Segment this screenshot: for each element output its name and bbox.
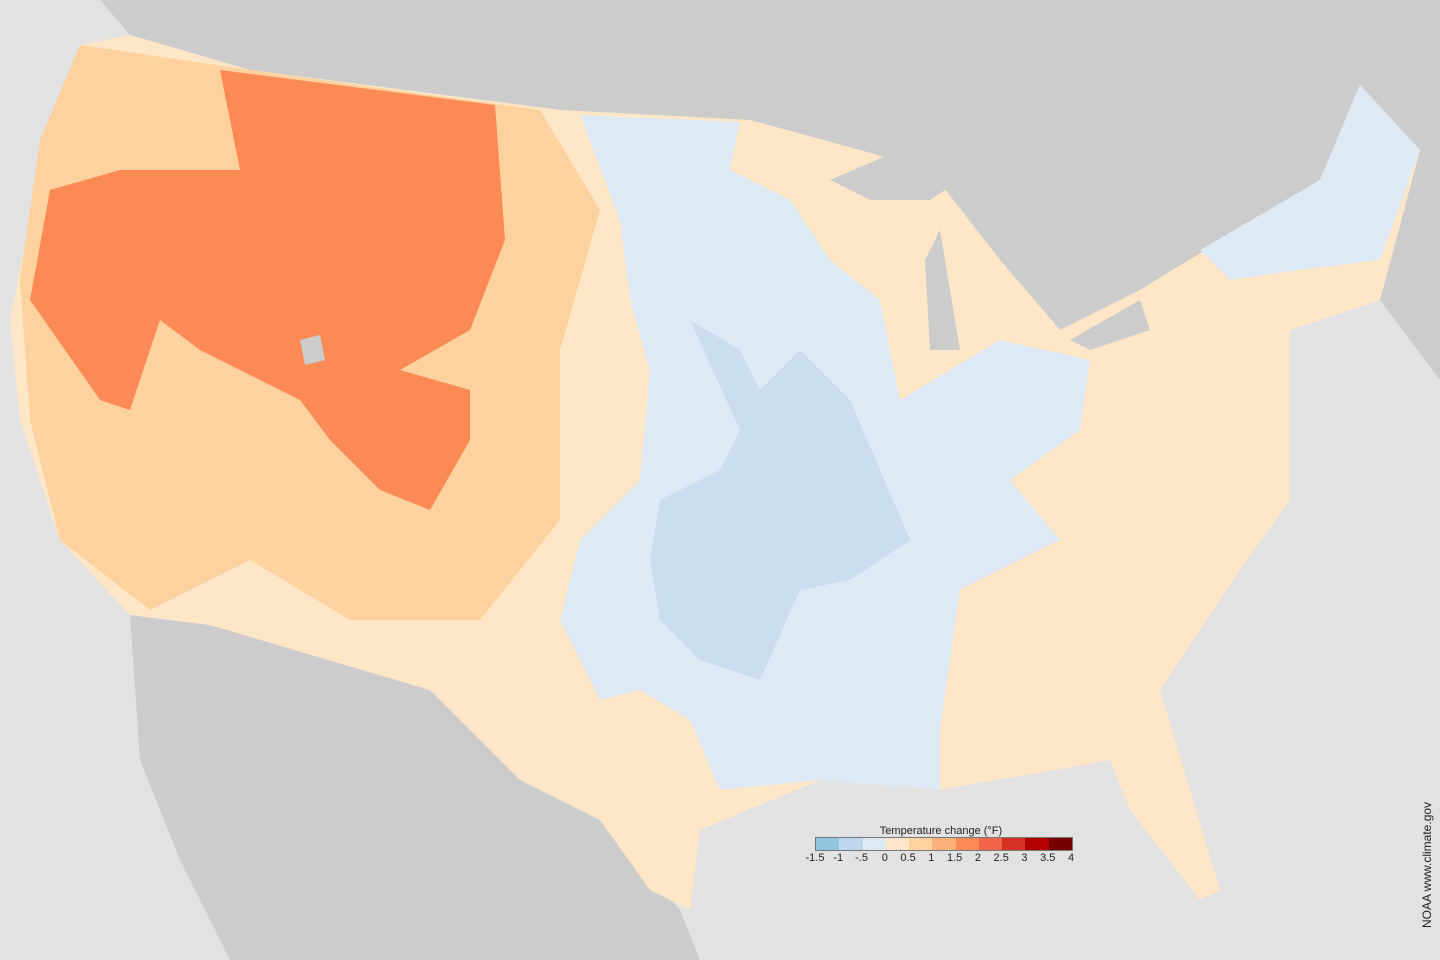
legend-swatch — [862, 838, 886, 850]
legend-tick-label: 2.5 — [993, 852, 1009, 864]
legend-tick-label: 0.5 — [900, 852, 916, 864]
legend-swatch — [1048, 838, 1072, 850]
legend-tick-label: 0 — [881, 852, 888, 864]
legend-swatch — [932, 838, 956, 850]
map-legend: Temperature change (°F) -1.5 -1 -.5 0 0.5 1 1.… — [803, 825, 1083, 865]
legend-swatch — [1025, 838, 1049, 850]
credit-text: NOAA www.climate.gov — [1420, 801, 1434, 928]
mexico-land — [130, 615, 700, 960]
legend-tick-label: 2 — [974, 852, 981, 864]
great-salt-lake — [300, 335, 325, 365]
legend-tick-label: -1 — [833, 852, 844, 864]
legend-tick-label: -1.5 — [805, 852, 825, 864]
legend-color-bar — [815, 837, 1073, 851]
legend-swatch — [955, 838, 979, 850]
legend-tick-label: 3 — [1021, 852, 1028, 864]
legend-swatch — [816, 838, 840, 850]
legend-title: Temperature change (°F) — [879, 825, 1003, 837]
legend-tick-label: 1 — [928, 852, 935, 864]
legend-swatch — [885, 838, 910, 850]
zone-cool-northeast — [1200, 85, 1420, 280]
legend-tick-label: 4 — [1067, 852, 1075, 864]
legend-swatch — [1002, 838, 1026, 850]
great-lakes — [830, 150, 1150, 350]
legend-ticks: -1.5 -1 -.5 0 0.5 1 1.5 2 2.5 3 3.5 4 — [806, 851, 1075, 865]
legend-swatch — [978, 838, 1003, 850]
legend-swatch — [839, 838, 863, 850]
legend-tick-label: 3.5 — [1040, 852, 1056, 864]
legend-tick-label: -.5 — [855, 852, 868, 864]
zone-hot-northwest — [30, 70, 505, 510]
zone-cooler-core — [650, 320, 910, 680]
legend-tick-label: 1.5 — [946, 852, 963, 864]
legend-swatch — [909, 838, 933, 850]
